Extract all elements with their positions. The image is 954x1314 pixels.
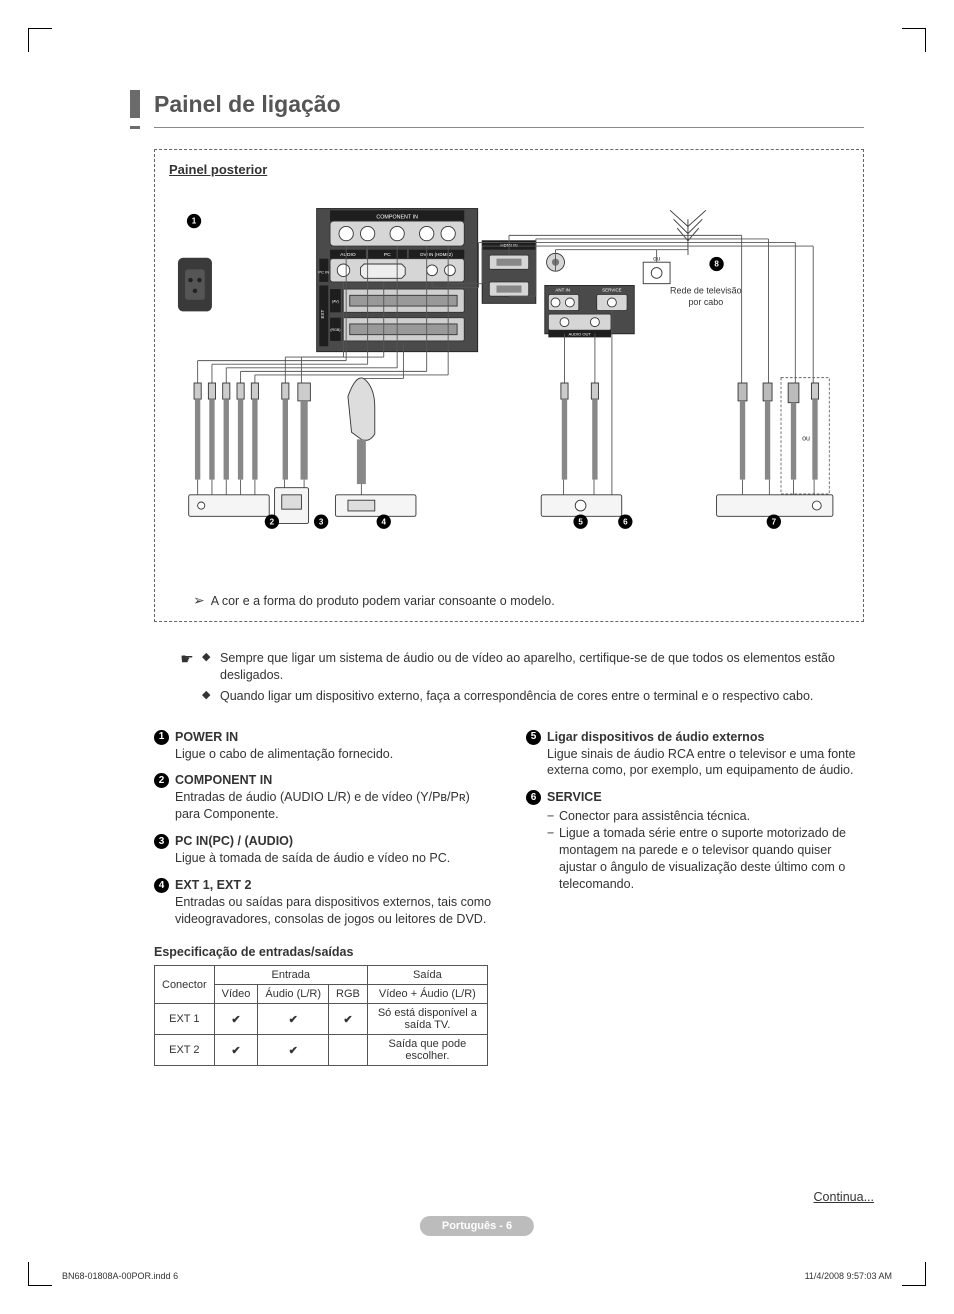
io-spec-table: Conector Entrada Saída Vídeo Áudio (L/R)…	[154, 965, 488, 1066]
svg-text:6: 6	[623, 517, 628, 526]
svg-text:ou: ou	[802, 434, 810, 442]
svg-text:(RGB): (RGB)	[330, 328, 340, 332]
table-row: EXT 1 ✔ ✔ ✔ Só está disponível a saída T…	[155, 1004, 488, 1035]
spec-title: Especificação de entradas/saídas	[154, 945, 864, 959]
th-video: Vídeo	[214, 985, 258, 1004]
th-audio: Áudio (L/R)	[258, 985, 329, 1004]
page-number-pill: Português - 6	[420, 1216, 534, 1236]
badge-5: 5	[526, 730, 541, 745]
service-dash-1: Conector para assistência técnica.	[559, 808, 750, 825]
footer-timestamp: 11/4/2008 9:57:03 AM	[805, 1271, 892, 1281]
svg-text:5: 5	[578, 517, 583, 526]
svg-text:8: 8	[714, 260, 719, 269]
title-accent-bar	[130, 90, 140, 118]
badge-6: 6	[526, 790, 541, 805]
item-title: PC IN(PC) / (AUDIO)	[175, 833, 492, 850]
item-pc-in: 3 PC IN(PC) / (AUDIO) Ligue à tomada de …	[154, 833, 492, 867]
th-connector: Conector	[155, 966, 215, 1004]
service-dash-2: Ligue a tomada série entre o suporte mot…	[559, 825, 864, 893]
item-component-in: 2 COMPONENT IN Entradas de áudio (AUDIO …	[154, 772, 492, 823]
svg-text:EXT: EXT	[320, 309, 325, 318]
note-arrow-icon: ➢	[193, 592, 205, 609]
left-column: 1 POWER IN Ligue o cabo de alimentação f…	[154, 729, 492, 938]
warnings: ☛ ◆ Sempre que ligar um sistema de áudio…	[178, 650, 864, 705]
connection-diagram: COMPONENT IN AUDIO PC DVI IN (HDMI 2)	[169, 183, 849, 583]
title-divider	[130, 126, 864, 129]
svg-text:AUDIO OUT: AUDIO OUT	[569, 332, 592, 337]
svg-text:3: 3	[319, 517, 324, 526]
item-desc: Ligue o cabo de alimentação fornecido.	[175, 746, 492, 763]
item-audio-ext: 5 Ligar dispositivos de áudio externos L…	[526, 729, 864, 780]
item-title: SERVICE	[547, 789, 864, 806]
item-title: EXT 1, EXT 2	[175, 877, 492, 894]
svg-text:2: 2	[270, 517, 275, 526]
svg-text:PC: PC	[384, 252, 391, 258]
page-title-row: Painel de ligação	[130, 90, 864, 118]
th-out: Vídeo + Áudio (L/R)	[367, 985, 487, 1004]
page-title: Painel de ligação	[154, 91, 341, 118]
item-desc: Entradas ou saídas para dispositivos ext…	[175, 894, 492, 928]
diamond-icon: ◆	[202, 688, 214, 703]
connectors-description: 1 POWER IN Ligue o cabo de alimentação f…	[154, 729, 864, 938]
item-ext: 4 EXT 1, EXT 2 Entradas ou saídas para d…	[154, 877, 492, 928]
badge-1: 1	[154, 730, 169, 745]
item-title: Ligar dispositivos de áudio externos	[547, 729, 864, 746]
svg-text:AUDIO: AUDIO	[340, 252, 356, 258]
diagram-title: Painel posterior	[169, 162, 849, 177]
diagram-box: Painel posterior COMPONENT IN	[154, 149, 864, 622]
svg-text:(AV): (AV)	[332, 299, 339, 303]
item-title: COMPONENT IN	[175, 772, 492, 789]
badge-3: 3	[154, 834, 169, 849]
table-row: EXT 2 ✔ ✔ Saída que pode escolher.	[155, 1035, 488, 1066]
svg-text:SERVICE: SERVICE	[602, 288, 622, 293]
warning-text: Quando ligar um dispositivo externo, faç…	[220, 688, 864, 705]
item-title: POWER IN	[175, 729, 492, 746]
item-service: 6 SERVICE −Conector para assistência téc…	[526, 789, 864, 892]
svg-text:4: 4	[381, 517, 386, 526]
svg-text:ANT IN: ANT IN	[555, 288, 570, 293]
continue-text: Continua...	[814, 1190, 874, 1204]
item-desc: Entradas de áudio (AUDIO L/R) e de vídeo…	[175, 789, 492, 823]
right-column: 5 Ligar dispositivos de áudio externos L…	[526, 729, 864, 938]
badge-4: 4	[154, 878, 169, 893]
label-component-in: COMPONENT IN	[376, 214, 418, 220]
item-power-in: 1 POWER IN Ligue o cabo de alimentação f…	[154, 729, 492, 763]
diamond-icon: ◆	[202, 650, 214, 665]
footer-file: BN68-01808A-00POR.indd 6	[62, 1271, 178, 1281]
item-desc: Ligue à tomada de saída de áudio e vídeo…	[175, 850, 492, 867]
hand-icon: ☛	[178, 650, 196, 670]
badge-2: 2	[154, 773, 169, 788]
th-input: Entrada	[214, 966, 367, 985]
diagram-note-text: A cor e a forma do produto podem variar …	[211, 594, 555, 608]
warning-text: Sempre que ligar um sistema de áudio ou …	[220, 650, 864, 684]
diagram-note: ➢ A cor e a forma do produto podem varia…	[169, 588, 849, 613]
svg-text:1: 1	[192, 217, 197, 226]
th-output: Saída	[367, 966, 487, 985]
svg-text:por cabo: por cabo	[688, 297, 723, 307]
item-desc: Ligue sinais de áudio RCA entre o televi…	[547, 746, 864, 780]
svg-text:Rede de televisão: Rede de televisão	[670, 286, 742, 296]
th-rgb: RGB	[329, 985, 368, 1004]
svg-text:PC IN: PC IN	[318, 270, 329, 275]
svg-text:7: 7	[772, 517, 777, 526]
